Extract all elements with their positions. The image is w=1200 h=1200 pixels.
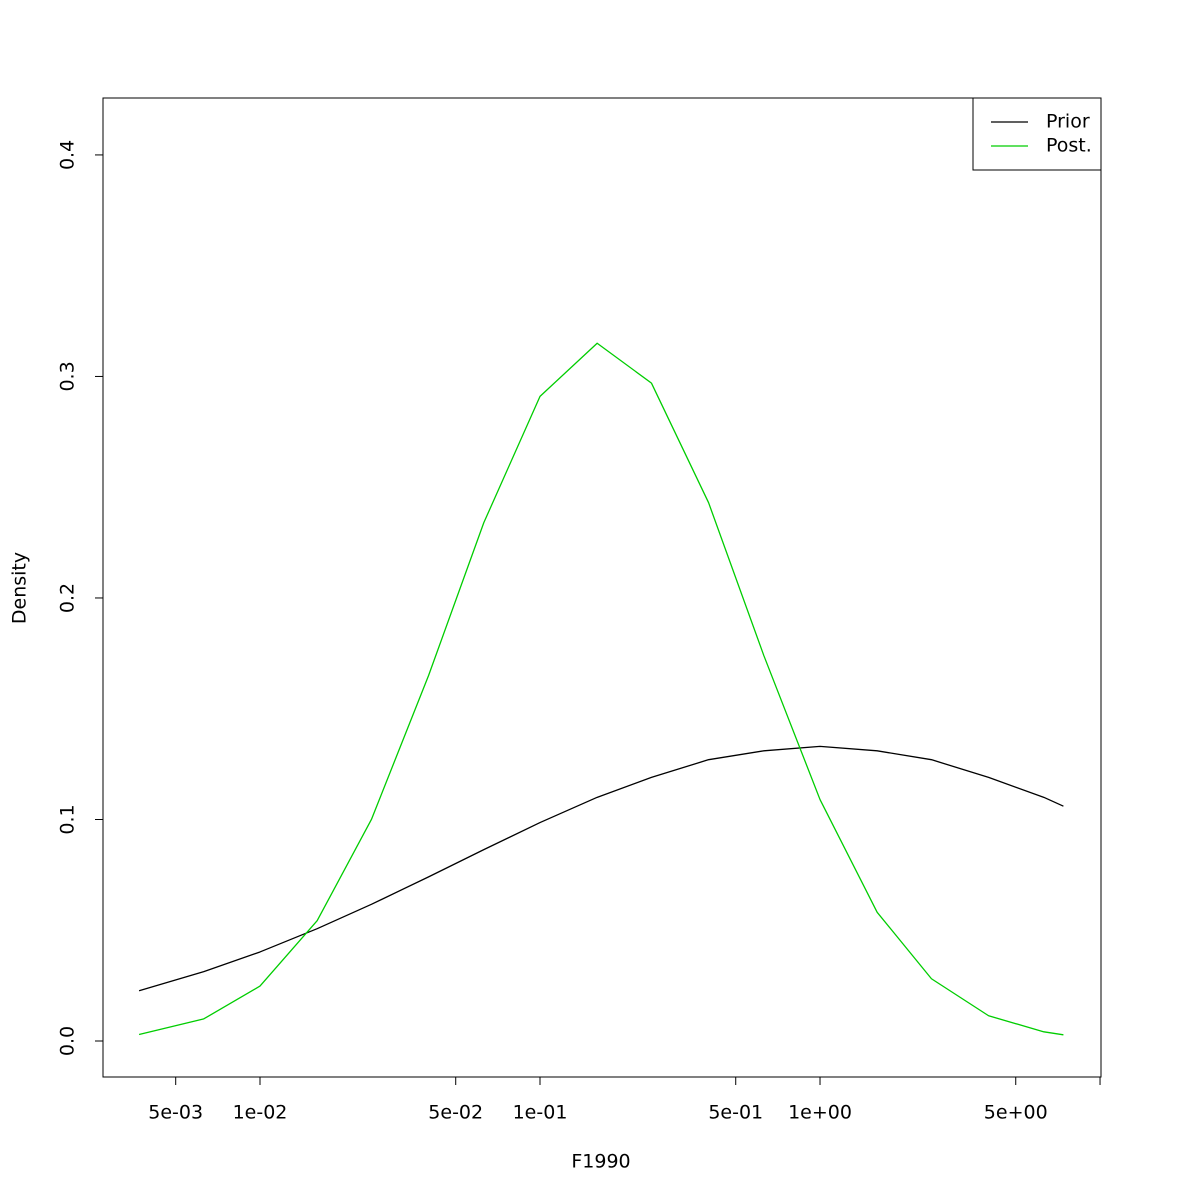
- x-tick-label: 5e+00: [984, 1102, 1048, 1124]
- x-axis-label: F1990: [571, 1151, 630, 1173]
- y-tick-label: 0.1: [57, 804, 79, 834]
- series-line: [138, 745, 1064, 992]
- x-tick-label: 1e+00: [788, 1102, 852, 1124]
- series-line: [138, 342, 1064, 1036]
- x-tick-label: 5e-01: [708, 1102, 763, 1124]
- plot-frame: [102, 97, 1102, 1078]
- y-tick-label: 0.0: [57, 1026, 79, 1056]
- x-tick-label: 5e-03: [148, 1102, 203, 1124]
- y-tick-label: 0.2: [57, 583, 79, 613]
- legend-box: [972, 97, 1102, 171]
- legend-label: Post.: [1046, 135, 1092, 157]
- x-tick-label: 1e-02: [233, 1102, 288, 1124]
- x-tick-label: 5e-02: [428, 1102, 483, 1124]
- y-tick-label: 0.4: [57, 140, 79, 170]
- y-axis-label: Density: [9, 552, 31, 624]
- x-tick-label: 1e-01: [513, 1102, 568, 1124]
- legend-label: Prior: [1046, 111, 1090, 133]
- y-tick-label: 0.3: [57, 361, 79, 391]
